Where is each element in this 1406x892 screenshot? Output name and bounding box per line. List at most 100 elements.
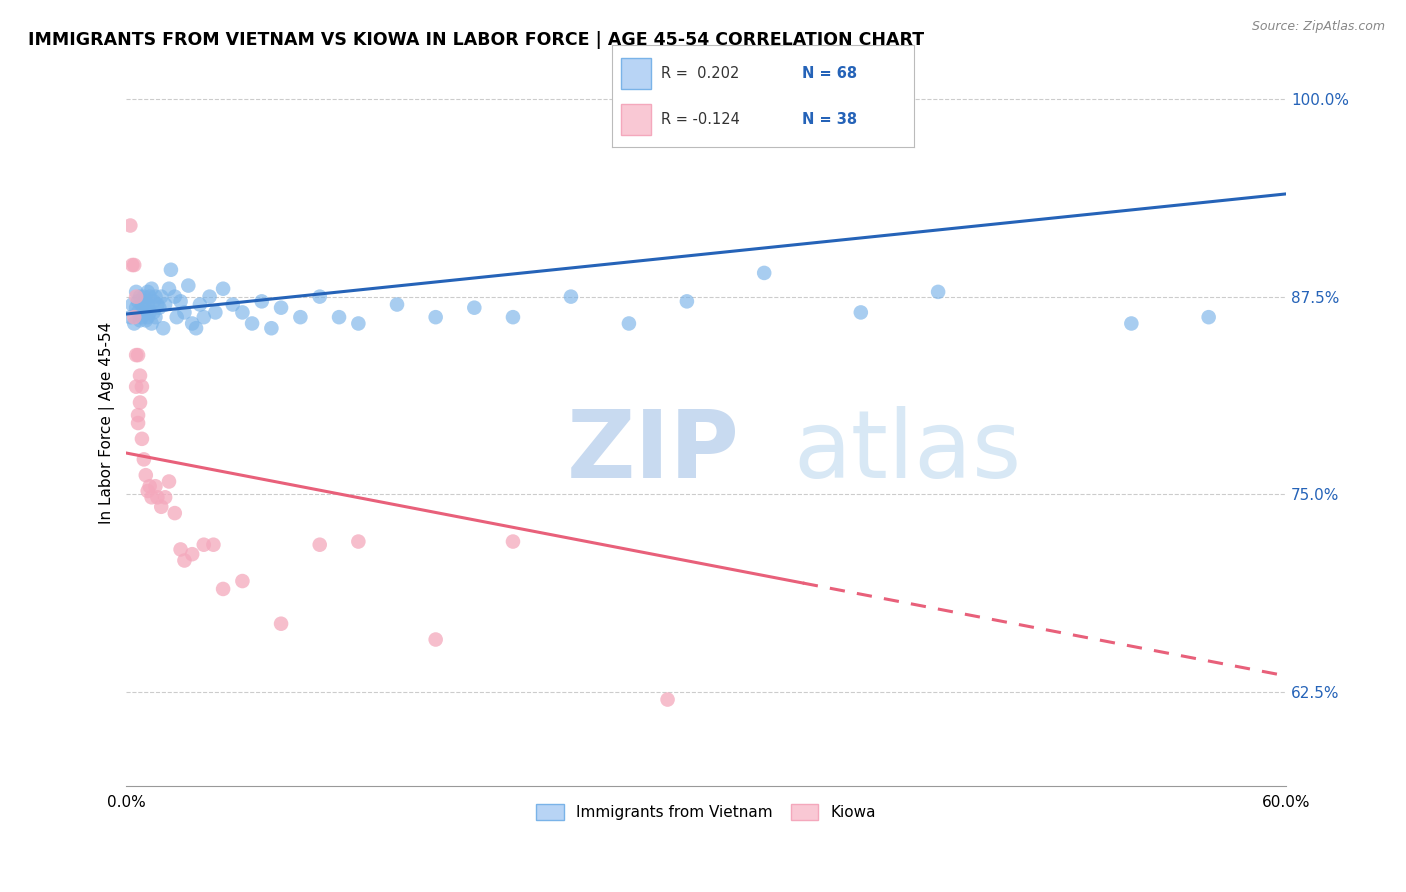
Point — [1198, 310, 1220, 325]
Point — [204, 305, 226, 319]
Point — [328, 310, 350, 325]
Legend: Immigrants from Vietnam, Kiowa: Immigrants from Vietnam, Kiowa — [530, 797, 883, 826]
Point — [181, 317, 204, 331]
Point — [250, 294, 273, 309]
Point — [145, 479, 167, 493]
Point — [150, 290, 173, 304]
Point — [260, 321, 283, 335]
Point — [160, 262, 183, 277]
Text: IMMIGRANTS FROM VIETNAM VS KIOWA IN LABOR FORCE | AGE 45-54 CORRELATION CHART: IMMIGRANTS FROM VIETNAM VS KIOWA IN LABO… — [28, 31, 924, 49]
Point — [290, 310, 312, 325]
Point — [135, 313, 157, 327]
Point — [240, 317, 263, 331]
Point — [127, 294, 149, 309]
Point — [129, 368, 152, 383]
Point — [136, 297, 159, 311]
Point — [122, 310, 145, 325]
Point — [502, 310, 524, 325]
Point — [135, 468, 157, 483]
Point — [138, 305, 160, 319]
Point — [145, 290, 167, 304]
Point — [754, 266, 776, 280]
Text: atlas: atlas — [793, 406, 1021, 498]
Point — [166, 310, 188, 325]
Y-axis label: In Labor Force | Age 45-54: In Labor Force | Age 45-54 — [100, 322, 115, 524]
Point — [131, 310, 153, 325]
Point — [125, 380, 148, 394]
Point — [347, 534, 370, 549]
Text: R =  0.202: R = 0.202 — [661, 66, 740, 81]
Point — [132, 301, 155, 315]
Point — [560, 290, 582, 304]
Point — [676, 294, 699, 309]
Point — [463, 301, 485, 315]
Point — [177, 278, 200, 293]
Point — [385, 297, 408, 311]
Point — [173, 553, 195, 567]
Point — [141, 282, 163, 296]
Point — [136, 310, 159, 325]
Point — [131, 380, 153, 394]
Point — [617, 317, 640, 331]
Point — [502, 534, 524, 549]
FancyBboxPatch shape — [620, 104, 651, 135]
Text: R = -0.124: R = -0.124 — [661, 112, 741, 127]
Point — [148, 301, 170, 315]
Point — [184, 321, 207, 335]
Point — [122, 258, 145, 272]
Point — [270, 616, 292, 631]
Point — [347, 317, 370, 331]
Point — [198, 290, 221, 304]
Point — [169, 294, 191, 309]
Point — [125, 285, 148, 299]
Point — [141, 317, 163, 331]
Point — [129, 290, 152, 304]
Text: Source: ZipAtlas.com: Source: ZipAtlas.com — [1251, 20, 1385, 33]
Point — [127, 305, 149, 319]
Point — [135, 294, 157, 309]
Point — [222, 297, 245, 311]
Point — [157, 475, 180, 489]
Point — [849, 305, 872, 319]
Point — [136, 483, 159, 498]
Point — [141, 491, 163, 505]
Point — [927, 285, 949, 299]
Point — [142, 294, 165, 309]
Point — [127, 348, 149, 362]
Point — [120, 310, 142, 325]
Point — [127, 416, 149, 430]
Point — [146, 297, 169, 311]
Point — [425, 310, 447, 325]
Point — [132, 290, 155, 304]
Point — [153, 491, 176, 505]
Point — [129, 395, 152, 409]
Point — [145, 310, 167, 325]
Point — [308, 538, 330, 552]
Point — [657, 692, 679, 706]
Point — [157, 282, 180, 296]
Point — [132, 452, 155, 467]
Text: ZIP: ZIP — [567, 406, 740, 498]
Point — [212, 282, 235, 296]
Point — [125, 301, 148, 315]
Point — [125, 348, 148, 362]
Point — [121, 297, 143, 311]
Point — [127, 408, 149, 422]
Point — [163, 290, 186, 304]
Point — [153, 297, 176, 311]
Point — [150, 500, 173, 514]
FancyBboxPatch shape — [620, 58, 651, 88]
Point — [212, 582, 235, 596]
Point — [193, 310, 215, 325]
Point — [131, 432, 153, 446]
Point — [136, 285, 159, 299]
Point — [425, 632, 447, 647]
Point — [163, 506, 186, 520]
Point — [173, 305, 195, 319]
Point — [152, 321, 174, 335]
Point — [231, 574, 253, 588]
Point — [120, 219, 142, 233]
Point — [122, 317, 145, 331]
Point — [169, 542, 191, 557]
Point — [231, 305, 253, 319]
